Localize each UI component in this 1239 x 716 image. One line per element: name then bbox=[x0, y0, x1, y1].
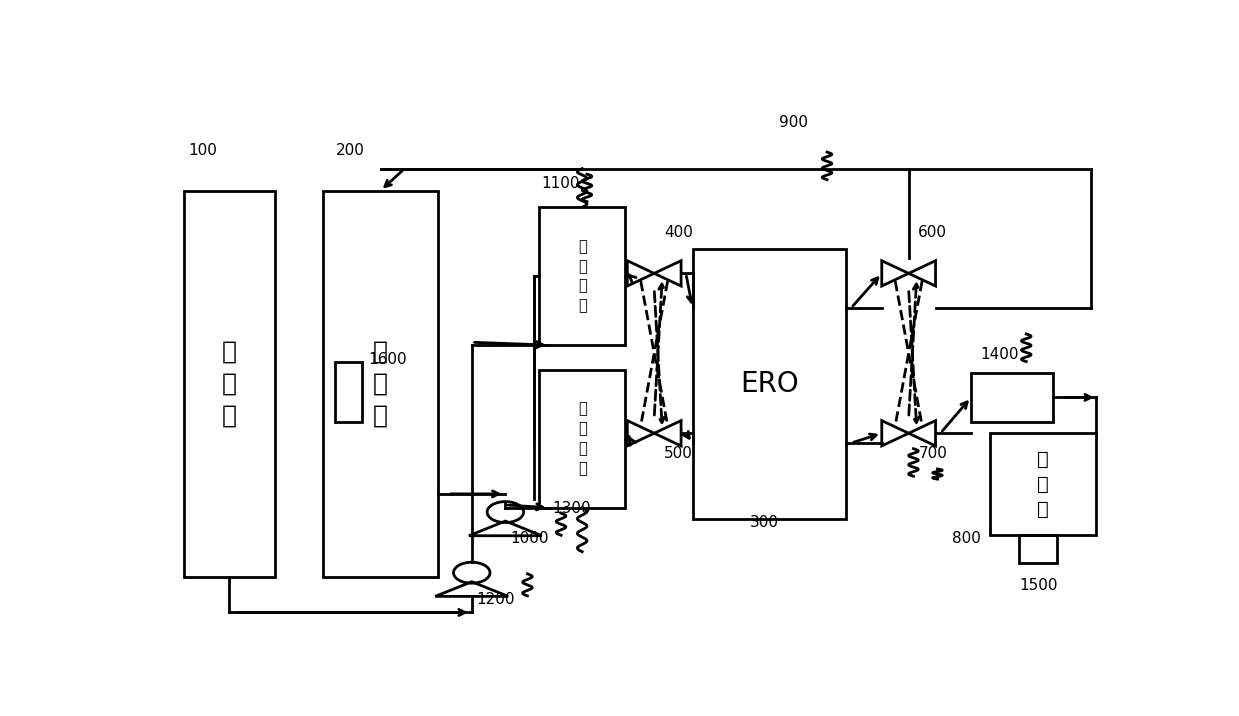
Text: 浓
水
箱: 浓 水 箱 bbox=[373, 340, 388, 427]
Text: 300: 300 bbox=[751, 515, 779, 530]
Text: 600: 600 bbox=[918, 226, 948, 241]
Text: 1600: 1600 bbox=[368, 352, 406, 367]
Text: 过
滤
单
元: 过 滤 单 元 bbox=[577, 402, 586, 476]
Bar bbox=[990, 433, 1097, 536]
Bar bbox=[183, 190, 275, 576]
Bar bbox=[1018, 536, 1058, 563]
Text: 1500: 1500 bbox=[1018, 578, 1058, 593]
Text: 1200: 1200 bbox=[477, 592, 515, 607]
Text: 700: 700 bbox=[918, 446, 947, 461]
Bar bbox=[323, 190, 439, 576]
Text: 1300: 1300 bbox=[553, 501, 591, 516]
Bar bbox=[971, 372, 1053, 422]
Text: 500: 500 bbox=[664, 446, 693, 461]
Text: 过
滤
单
元: 过 滤 单 元 bbox=[577, 239, 586, 314]
Text: 1100: 1100 bbox=[541, 175, 580, 190]
Text: 400: 400 bbox=[664, 226, 693, 241]
Text: 800: 800 bbox=[952, 531, 981, 546]
Bar bbox=[693, 248, 846, 518]
Text: 1000: 1000 bbox=[510, 531, 549, 546]
Text: ERO: ERO bbox=[740, 369, 799, 397]
Text: 200: 200 bbox=[336, 142, 364, 158]
Text: 900: 900 bbox=[779, 115, 808, 130]
Bar bbox=[336, 362, 362, 422]
Bar bbox=[539, 207, 626, 345]
Text: 1400: 1400 bbox=[981, 347, 1020, 362]
Text: 原
水
箱: 原 水 箱 bbox=[222, 340, 237, 427]
Text: 纯
水
箱: 纯 水 箱 bbox=[1037, 450, 1049, 519]
Text: 100: 100 bbox=[188, 142, 217, 158]
Bar bbox=[539, 370, 626, 508]
